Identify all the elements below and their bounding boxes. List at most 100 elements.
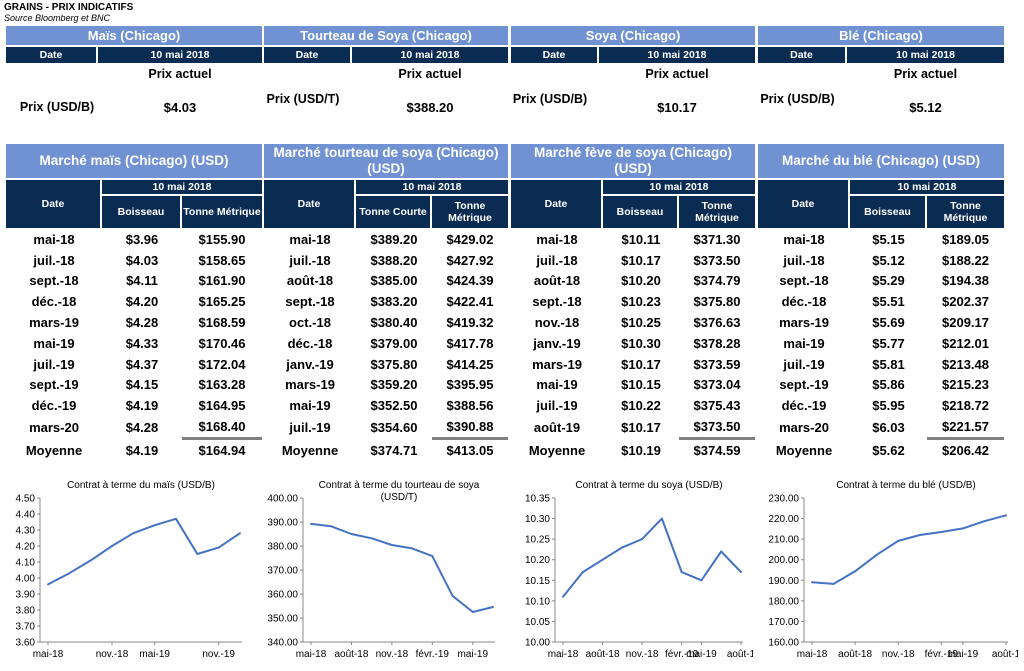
row-value-2: $188.22 bbox=[942, 252, 989, 268]
row-date: mai-19 bbox=[33, 335, 75, 351]
row-date: déc.-18 bbox=[287, 335, 333, 351]
row-value-2: $168.40 bbox=[182, 416, 262, 440]
current-price: $4.03 bbox=[163, 100, 197, 115]
line-chart: Contrat à terme du blé (USD/B) 160.00 170.… bbox=[756, 474, 1020, 666]
market-block: Marché maïs (Chicago) (USD) Date 10 mai 20… bbox=[6, 144, 262, 462]
y-tick-label: 3.80 bbox=[16, 606, 36, 617]
row-value-1: $10.17 bbox=[621, 356, 661, 372]
y-tick-label: 10.30 bbox=[525, 514, 550, 525]
price-block-title: Soya (Chicago) bbox=[511, 26, 755, 45]
y-tick-label: 360.00 bbox=[267, 590, 298, 601]
data-point bbox=[581, 571, 584, 574]
row-value-1: $5.51 bbox=[872, 294, 905, 310]
table-row: juil.-18 $10.17 $373.50 bbox=[511, 250, 755, 271]
table-row: mars-19 $359.20 $395.95 bbox=[264, 375, 508, 396]
x-tick-label: nov.-18 bbox=[96, 649, 129, 660]
row-value-1: $5.86 bbox=[872, 377, 905, 393]
table-row: août-19 $10.17 $373.50 bbox=[511, 416, 755, 440]
average-label: Moyenne bbox=[528, 442, 586, 458]
row-date: janv.-19 bbox=[286, 356, 334, 372]
row-date: mai-18 bbox=[783, 231, 825, 247]
average-value-2: $413.05 bbox=[446, 443, 494, 459]
row-value-2: $419.32 bbox=[446, 315, 494, 331]
series-line bbox=[562, 517, 742, 598]
row-value-1: $5.15 bbox=[872, 231, 905, 247]
row-value-2: $395.95 bbox=[446, 377, 494, 393]
table-row: mai-18 $389.20 $429.02 bbox=[264, 229, 508, 250]
row-date: déc.-18 bbox=[781, 294, 827, 310]
y-tick-label: 4.40 bbox=[16, 510, 36, 521]
date-value: 10 mai 2018 bbox=[356, 180, 508, 194]
row-value-1: $10.30 bbox=[621, 335, 661, 351]
x-tick-label: févr.-19 bbox=[665, 649, 699, 660]
data-point bbox=[660, 517, 663, 520]
row-value-2: $376.63 bbox=[693, 315, 741, 331]
current-price-label: Prix actuel bbox=[645, 67, 709, 81]
table-row: sept.-18 $4.11 $161.90 bbox=[6, 271, 262, 292]
data-point bbox=[175, 517, 177, 520]
y-tick-label: 4.00 bbox=[16, 574, 36, 585]
table-row: mai-18 $5.15 $189.05 bbox=[758, 229, 1004, 250]
market-block: Marché tourteau de soya (Chicago) (USD) D… bbox=[264, 144, 508, 462]
row-value-1: $10.22 bbox=[621, 398, 661, 414]
line-chart: Contrat à terme du maïs (USD/B) 3.60 3.70 3… bbox=[0, 474, 252, 666]
data-point bbox=[601, 558, 604, 561]
row-date: déc.-18 bbox=[31, 294, 77, 310]
market-table: mai-18 $5.15 $189.05 juil.-18 $5.12 $188.22 se… bbox=[758, 229, 1004, 462]
column-header-2: Tonne Métrique bbox=[927, 196, 1004, 228]
y-tick-label: 400.00 bbox=[267, 494, 298, 505]
row-date: mai-18 bbox=[536, 231, 578, 247]
table-row: janv.-19 $375.80 $414.25 bbox=[264, 354, 508, 375]
x-tick-label: août-18 bbox=[334, 649, 368, 660]
table-row: mai-19 $352.50 $388.56 bbox=[264, 395, 508, 416]
data-point bbox=[68, 572, 71, 575]
y-tick-label: 10.20 bbox=[525, 555, 550, 566]
table-row: mai-19 $5.77 $212.01 bbox=[758, 333, 1004, 354]
row-value-2: $424.39 bbox=[446, 273, 494, 289]
market-table: mai-18 $389.20 $429.02 juil.-18 $388.20 $427.… bbox=[264, 229, 508, 462]
column-header-1: Boisseau bbox=[603, 196, 677, 228]
table-row: mars-19 $5.69 $209.17 bbox=[758, 312, 1004, 333]
x-tick-label: nov.-18 bbox=[882, 649, 915, 660]
table-row: mars-19 $4.28 $168.59 bbox=[6, 312, 262, 333]
x-tick-label: mai-18 bbox=[548, 649, 579, 660]
chart-svg: Contrat à terme du maïs (USD/B) 3.60 3.70 3… bbox=[16, 480, 242, 660]
market-table: mai-18 $3.96 $155.90 juil.-18 $4.03 $158.65 se… bbox=[6, 229, 262, 462]
row-date: nov.-18 bbox=[534, 315, 580, 331]
row-value-2: $374.79 bbox=[693, 273, 741, 289]
row-value-1: $375.80 bbox=[370, 356, 418, 372]
row-value-2: $422.41 bbox=[446, 294, 494, 310]
data-point bbox=[940, 530, 943, 533]
y-tick-label: 4.30 bbox=[16, 526, 36, 537]
chart-svg: Contrat à terme du tourteau de soya (USD/… bbox=[267, 480, 495, 660]
average-row: Moyenne $10.19 $374.59 bbox=[511, 438, 755, 462]
table-row: juil.-18 $5.12 $188.22 bbox=[758, 250, 1004, 271]
date-header: Date bbox=[511, 180, 601, 228]
report-title: GRAINS - PRIX INDICATIFS bbox=[4, 2, 134, 13]
table-row: sept.-18 $383.20 $422.41 bbox=[264, 291, 508, 312]
row-value-2: $218.72 bbox=[942, 398, 989, 414]
date-value: 10 mai 2018 bbox=[98, 47, 262, 63]
row-date: mai-18 bbox=[33, 231, 75, 247]
y-tick-label: 3.90 bbox=[16, 590, 36, 601]
y-tick-label: 10.25 bbox=[525, 535, 550, 546]
row-value-2: $170.46 bbox=[198, 335, 246, 351]
price-unit-label: Prix (USD/T) bbox=[266, 92, 340, 106]
data-point bbox=[451, 594, 454, 597]
y-tick-label: 210.00 bbox=[768, 535, 799, 546]
table-row: oct.-18 $380.40 $419.32 bbox=[264, 312, 508, 333]
market-title: Marché maïs (Chicago) (USD) bbox=[6, 144, 262, 178]
y-tick-label: 390.00 bbox=[267, 518, 298, 529]
data-point bbox=[562, 595, 564, 598]
date-label: Date bbox=[758, 47, 845, 63]
price-unit-label: Prix (USD/B) bbox=[760, 92, 835, 106]
table-row: juil.-19 $5.81 $213.48 bbox=[758, 354, 1004, 375]
table-row: déc.-19 $4.19 $164.95 bbox=[6, 395, 262, 416]
date-header: Date bbox=[264, 180, 354, 228]
data-point bbox=[111, 545, 113, 547]
data-point bbox=[983, 520, 986, 523]
row-value-1: $5.29 bbox=[872, 273, 905, 289]
line-chart: Contrat à terme du tourteau de soya (USD/… bbox=[255, 474, 505, 666]
row-date: mai-19 bbox=[536, 377, 578, 393]
row-value-2: $373.59 bbox=[693, 356, 741, 372]
